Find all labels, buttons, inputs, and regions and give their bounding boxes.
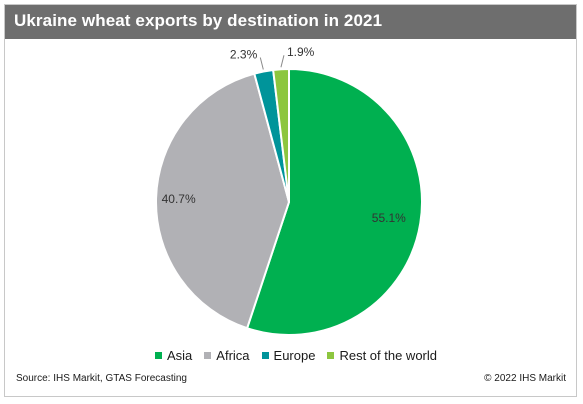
chart-legend: Asia Africa Europe Rest of the world bbox=[155, 348, 437, 363]
legend-swatch-rest-of-the-world bbox=[327, 352, 335, 359]
pie-slice-rest-of-the-world bbox=[272, 67, 290, 203]
data-label-rest-of-the-world: 1.9% bbox=[287, 45, 315, 59]
data-label-europe: 2.3% bbox=[230, 47, 258, 61]
pie-slice-africa bbox=[155, 72, 291, 330]
leader-line-rest-of-the-world bbox=[280, 55, 285, 68]
legend-swatch-africa bbox=[204, 352, 212, 359]
pie-slice-asia bbox=[245, 67, 423, 336]
leader-line-europe bbox=[259, 57, 264, 70]
chart-title: Ukraine wheat exports by destination in … bbox=[14, 11, 383, 30]
data-label-asia: 55.1% bbox=[372, 211, 406, 225]
legend-item-rest-of-the-world: Rest of the world bbox=[327, 348, 437, 363]
legend-label-asia: Asia bbox=[167, 348, 193, 363]
legend-item-europe: Europe bbox=[261, 348, 316, 363]
copyright-note: © 2022 IHS Markit bbox=[484, 373, 566, 384]
legend-label-africa: Africa bbox=[216, 348, 250, 363]
legend-swatch-asia bbox=[155, 352, 162, 359]
source-note: Source: IHS Markit, GTAS Forecasting bbox=[16, 373, 187, 384]
pie-chart: 55.1% 40.7% 2.3% 1.9% bbox=[155, 45, 423, 336]
data-label-africa: 40.7% bbox=[162, 192, 196, 206]
legend-item-africa: Africa bbox=[204, 348, 250, 363]
chart-frame: Ukraine wheat exports by destination in … bbox=[4, 4, 577, 397]
legend-label-rest-of-the-world: Rest of the world bbox=[339, 348, 437, 363]
legend-swatch-europe bbox=[261, 352, 269, 359]
title-bar: Ukraine wheat exports by destination in … bbox=[5, 5, 576, 39]
legend-item-asia: Asia bbox=[155, 348, 192, 363]
legend-label-europe: Europe bbox=[273, 348, 316, 363]
